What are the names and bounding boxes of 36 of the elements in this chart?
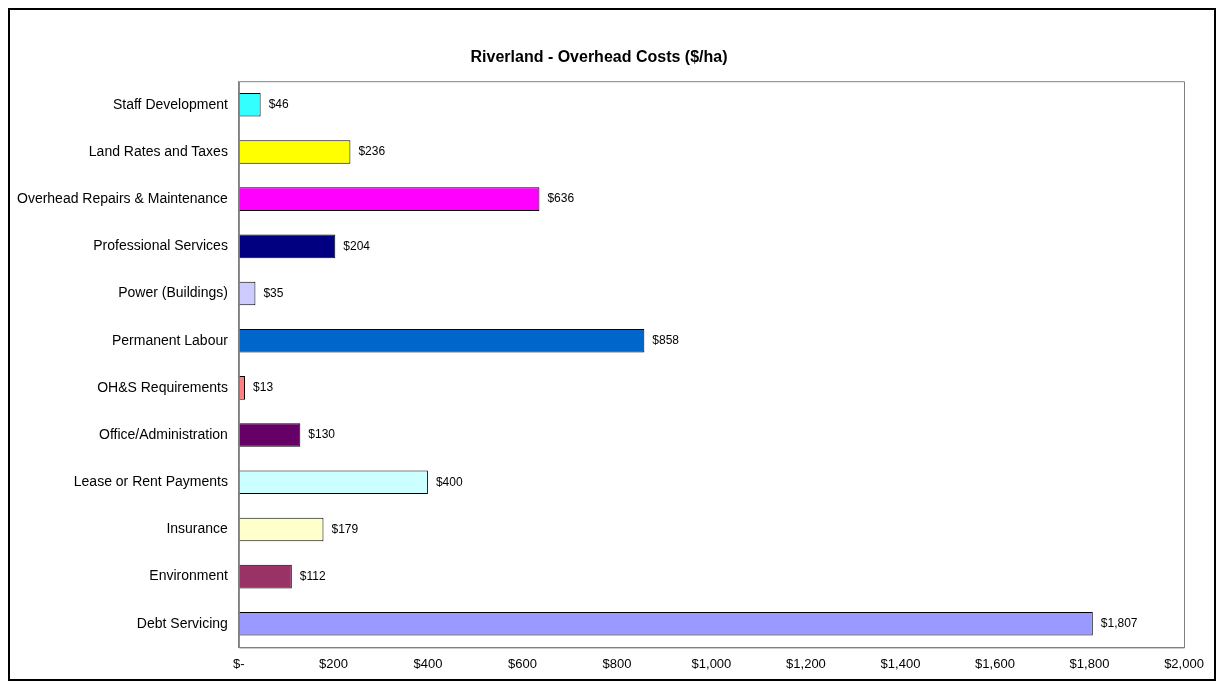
y-tick-label: Land Rates and Taxes <box>88 142 228 159</box>
x-tick-label: $1,200 <box>786 655 826 671</box>
y-tick-label: Staff Development <box>112 95 228 112</box>
x-tick-label: $800 <box>602 655 632 671</box>
data-label: $130 <box>308 427 336 442</box>
y-tick-label: Permanent Labour <box>111 331 229 348</box>
x-tick-label: $1,600 <box>975 655 1015 671</box>
x-tick-label: $200 <box>318 655 348 671</box>
data-label: $35 <box>263 285 284 300</box>
data-label: $179 <box>331 521 359 536</box>
data-label: $236 <box>358 144 386 159</box>
x-tick-label: $- <box>233 655 245 671</box>
y-tick-label: OH&S Requirements <box>97 378 228 395</box>
y-tick-label: Insurance <box>166 520 229 537</box>
x-tick-label: $1,000 <box>691 655 732 671</box>
data-label: $13 <box>253 380 274 395</box>
y-tick-label: Professional Services <box>93 237 228 254</box>
x-tick-label: $1,800 <box>1069 655 1110 671</box>
y-tick-label: Lease or Rent Payments <box>73 473 228 490</box>
data-label: $400 <box>435 474 463 489</box>
x-tick-label: $2,000 <box>1164 655 1204 671</box>
y-tick-label: Overhead Repairs & Maintenance <box>16 190 229 207</box>
data-label: $636 <box>547 191 575 206</box>
y-tick-label: Environment <box>149 567 228 584</box>
y-tick-label: Office/Administration <box>98 425 228 442</box>
x-tick-label: $1,400 <box>880 655 921 671</box>
x-tick-label: $400 <box>413 655 443 671</box>
x-tick-label: $600 <box>507 655 537 671</box>
data-label: $858 <box>652 333 680 348</box>
chart-title: Riverland - Overhead Costs ($/ha) <box>470 48 728 66</box>
data-label: $112 <box>299 568 326 583</box>
y-tick-label: Debt Servicing <box>136 614 228 631</box>
data-label: $46 <box>268 97 289 112</box>
data-label: $204 <box>343 238 371 253</box>
y-tick-label: Power (Buildings) <box>118 284 228 301</box>
data-label: $1,807 <box>1100 616 1138 631</box>
